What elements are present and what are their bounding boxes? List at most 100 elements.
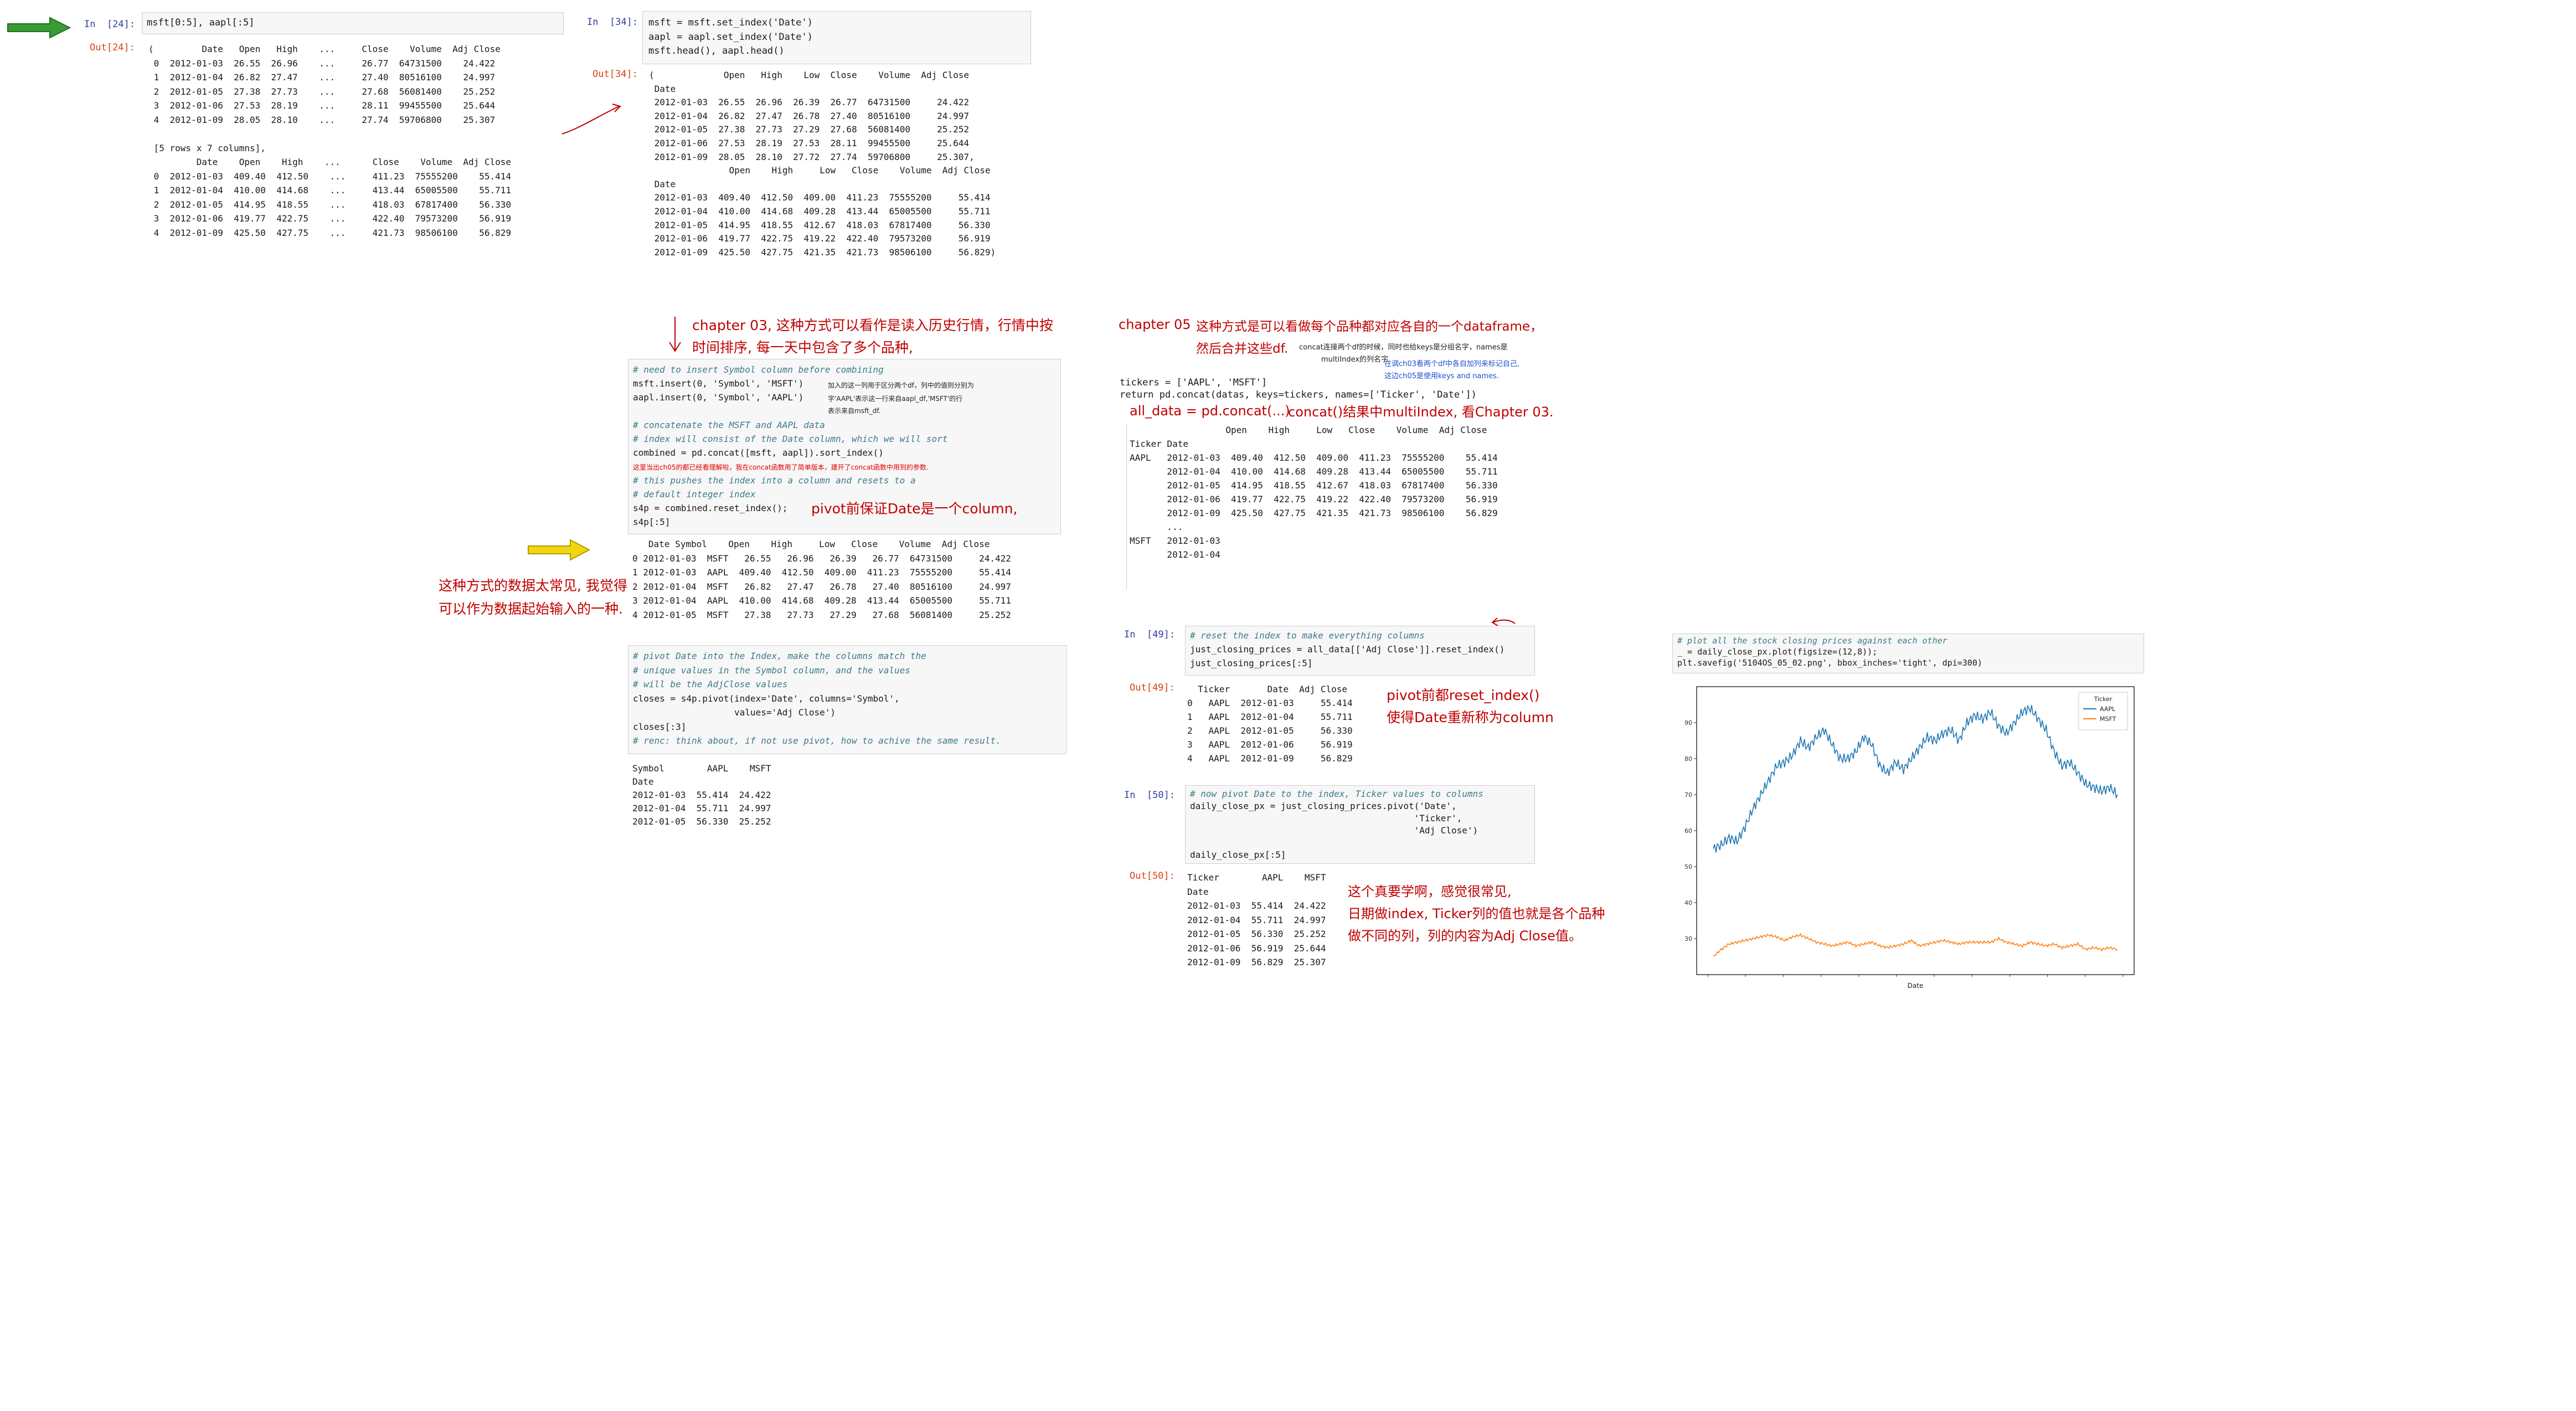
output-line: Date (1187, 886, 1209, 897)
output-line: 2012-01-05 414.95 418.55 412.67 418.03 6… (649, 219, 991, 230)
output-line: 2012-01-09 425.50 427.75 421.35 421.73 9… (1130, 508, 1498, 518)
cell49-code-cell[interactable]: # reset the index to make everything col… (1185, 626, 1535, 676)
pivot-code-cell[interactable]: # pivot Date into the Index, make the co… (628, 645, 1067, 754)
curved-arrow-icon (561, 104, 621, 135)
output-line: 2012-01-06 419.77 422.75 419.22 422.40 7… (1130, 494, 1498, 504)
cell49-code: # reset the index to make everything col… (1190, 629, 1505, 670)
legend-box (2078, 692, 2128, 730)
output-line: 2012-01-04 26.82 27.47 26.78 27.40 80516… (649, 110, 969, 121)
ch05-code: tickers = ['AAPL', 'MSFT'] return pd.conc… (1120, 377, 1477, 401)
ch05-output: Open High Low Close Volume Adj Close Tick… (1130, 423, 1498, 562)
code-line: just_closing_prices = all_data[['Adj Clo… (1190, 644, 1505, 655)
output-line: 2012-01-04 410.00 414.68 409.28 413.44 6… (1130, 466, 1498, 477)
output-line: 2 2012-01-05 27.38 27.73 ... 27.68 56081… (148, 86, 496, 97)
code-line: msft = msft.set_index('Date') (648, 17, 813, 28)
code-line: # will be the AdjClose values (633, 679, 788, 689)
ch05-blue2: 这边ch05是使用keys and names. (1384, 372, 1499, 380)
code-line: values='Adj Close') (633, 707, 836, 718)
output-line: Date (649, 178, 676, 189)
closing-prices-chart: 30 40 50 60 70 80 90 Ticker AAPL MSFT Date (1684, 686, 2135, 990)
y-tick-label: 90 (1684, 719, 1692, 727)
code-line (633, 404, 947, 418)
ch03-note-line2: 时间排序, 每一天中包含了多个品种, (692, 339, 913, 356)
output-line: ( Date Open High ... Close Volume Adj Cl… (148, 44, 501, 54)
code-line: aapl = aapl.set_index('Date') (648, 31, 813, 43)
cell24-in-prompt: In [24]: (84, 19, 136, 30)
code-line: # this pushes the index into a column an… (633, 475, 916, 486)
output-line: Date (649, 83, 676, 94)
plot-comment: # plot all the stock closing prices agai… (1677, 636, 1948, 646)
cell34-output: ( Open High Low Close Volume Adj Close D… (649, 69, 996, 259)
output-line: Ticker Date (1130, 439, 1188, 449)
insert-note-3: 表示来自msft_df. (828, 407, 881, 415)
output-line: Ticker AAPL MSFT (1187, 872, 1326, 883)
code-line: just_closing_prices[:5] (1190, 658, 1313, 668)
output-line: 2012-01-05 56.330 25.252 (632, 816, 771, 827)
code-line: closes = s4p.pivot(index='Date', columns… (633, 693, 900, 704)
output-line: 1 2012-01-04 410.00 414.68 ... 413.44 65… (148, 185, 512, 195)
output-line: 4 AAPL 2012-01-09 56.829 (1187, 753, 1353, 764)
cell50-in-prompt: In [50]: (1124, 790, 1176, 801)
code-line: # concatenate the MSFT and AAPL data (633, 420, 825, 430)
cell49-note2: 使得Date重新称为column (1387, 709, 1554, 725)
code-line: # need to insert Symbol column before co… (633, 364, 884, 375)
output-line: 2 2012-01-05 414.95 418.55 ... 418.03 67… (148, 199, 512, 210)
left-note-line2: 可以作为数据起始输入的一种. (439, 601, 623, 617)
code-line: daily_close_px[:5] (1190, 849, 1286, 860)
y-tick-label: 80 (1684, 755, 1692, 763)
output-line: 1 2012-01-04 26.82 27.47 ... 27.40 80516… (148, 72, 496, 83)
code-line (1190, 837, 1483, 849)
cell34-code-cell[interactable]: msft = msft.set_index('Date')aapl = aapl… (642, 11, 1031, 64)
code-line: s4p = combined.reset_index(); (633, 503, 788, 513)
code-line: # now pivot Date to the index, Ticker va… (1190, 789, 1483, 799)
pivot-note: pivot前保证Date是一个column, (811, 501, 1018, 517)
output-line: 0 2012-01-03 MSFT 26.55 26.96 26.39 26.7… (632, 553, 1011, 564)
output-line: 3 2012-01-04 AAPL 410.00 414.68 409.28 4… (632, 595, 1011, 606)
plot-code1: _ = daily_close_px.plot(figsize=(12,8)); (1677, 647, 1878, 657)
concat-red-note: 这里当出ch05的都已经看理解啦，我在concat函数用了简单版本，建开了con… (633, 464, 929, 471)
code-line: 'Adj Close') (1190, 825, 1478, 836)
code-line: # unique values in the Symbol column, an… (633, 665, 910, 676)
y-tick-label: 30 (1684, 935, 1692, 943)
output-line: 2012-01-05 27.38 27.73 27.29 27.68 56081… (649, 124, 969, 135)
ch05-line2: 然后合并这些df. (1196, 342, 1289, 356)
output-line: 2012-01-03 55.414 24.422 (632, 790, 771, 800)
output-line: 2012-01-09 28.05 28.10 27.72 27.74 59706… (649, 151, 975, 162)
cell49-note1: pivot前都reset_index() (1387, 687, 1540, 703)
plot-code-cell[interactable]: # plot all the stock closing prices agai… (1672, 634, 2144, 673)
insert-note-2: 字'AAPL'表示这一行来自aapl_df,'MSFT'的行 (828, 395, 963, 403)
output-line: 4 2012-01-09 28.05 28.10 ... 27.74 59706… (148, 114, 496, 125)
plot-code2: plt.savefig('5104OS_05_02.png', bbox_inc… (1677, 658, 1982, 668)
pivot-code: # pivot Date into the Index, make the co… (633, 649, 1001, 748)
output-line: 2012-01-06 419.77 422.75 419.22 422.40 7… (649, 233, 991, 244)
cell50-out-prompt: Out[50]: (1130, 871, 1175, 882)
output-line: 4 2012-01-09 425.50 427.75 ... 421.73 98… (148, 227, 512, 238)
output-line: 0 AAPL 2012-01-03 55.414 (1187, 698, 1353, 708)
output-line: Open High Low Close Volume Adj Close (1130, 425, 1487, 435)
cell24-output: ( Date Open High ... Close Volume Adj Cl… (148, 42, 511, 240)
output-line: 2 2012-01-04 MSFT 26.82 27.47 26.78 27.4… (632, 581, 1011, 592)
plot-frame (1696, 686, 2135, 975)
output-line: 3 2012-01-06 419.77 422.75 ... 422.40 79… (148, 213, 512, 224)
cell50-code-cell[interactable]: # now pivot Date to the index, Ticker va… (1185, 785, 1535, 864)
output-line: Date Open High ... Close Volume Adj Clos… (148, 157, 512, 167)
cell50-note2: 日期做index, Ticker列的值也就是各个品种 (1348, 906, 1605, 921)
series-line-aapl (1713, 704, 2118, 853)
left-note-line1: 这种方式的数据太常见, 我觉得 (439, 578, 627, 594)
output-line: 2 AAPL 2012-01-05 56.330 (1187, 725, 1353, 736)
output-line: [5 rows x 7 columns], (148, 142, 266, 153)
output-line: ... (1130, 522, 1183, 532)
cell24-code-cell[interactable]: msft[0:5], aapl[:5] (142, 12, 564, 34)
x-axis-label: Date (1908, 982, 1924, 990)
cell50-note3: 做不同的列，列的内容为Adj Close值。 (1348, 928, 1582, 944)
legend-title: Ticker (2094, 696, 2113, 703)
cell34-out-prompt: Out[34]: (593, 69, 638, 80)
output-line: 2012-01-05 56.330 25.252 (1187, 929, 1326, 939)
ch05-divider (1126, 423, 1127, 589)
code-line: msft.insert(0, 'Symbol', 'MSFT') (633, 378, 804, 389)
combine-code-cell[interactable]: # need to insert Symbol column before co… (628, 359, 1061, 534)
combine-output: Date Symbol Open High Low Close Volume A… (632, 537, 1011, 622)
y-tick-label: 50 (1684, 863, 1692, 871)
concat-note: concat()结果中multiIndex, 看Chapter 03. (1288, 404, 1554, 420)
code-line: # index will consist of the Date column,… (633, 434, 948, 444)
